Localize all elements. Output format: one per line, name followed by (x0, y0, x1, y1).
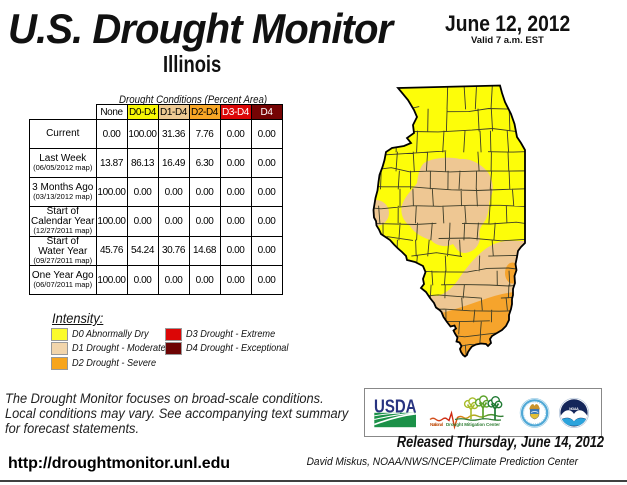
svg-text:National: National (430, 422, 443, 427)
svg-text:Drought Mitigation Center: Drought Mitigation Center (446, 422, 500, 427)
svg-text:USDA: USDA (374, 395, 417, 416)
svg-text:NOAA: NOAA (569, 407, 579, 411)
